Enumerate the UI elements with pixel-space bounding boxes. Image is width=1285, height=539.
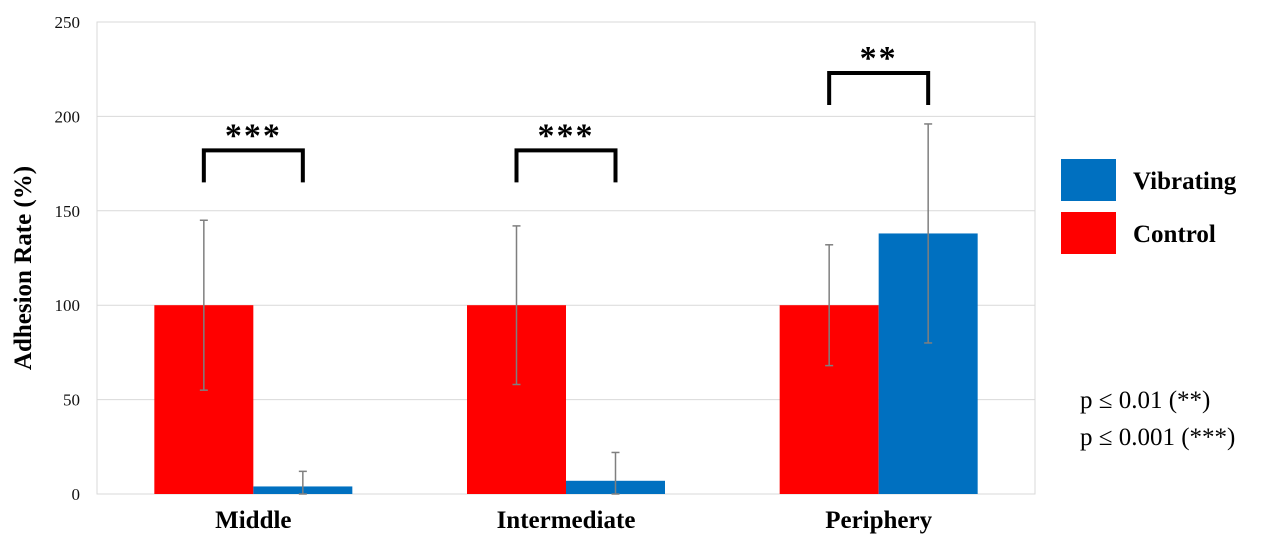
y-tick-label: 50 [63,391,80,410]
significance-bracket [827,70,931,105]
y-axis-title: Adhesion Rate (%) [10,166,37,370]
significance-notes: p ≤ 0.01 (**) p ≤ 0.001 (***) [1080,387,1235,451]
x-tick-label: Periphery [825,507,932,534]
significance-label: ** [860,40,898,77]
plot-area: 0 50 100 150 200 250 Adhesion Rate (%) Middle In… [10,13,1036,534]
y-tick-label: 200 [55,107,81,126]
x-tick-label: Middle [215,507,291,534]
significance-label: *** [225,117,282,154]
legend-label-control: Control [1133,221,1216,248]
p-value-note: p ≤ 0.01 (**) [1080,387,1210,414]
legend-swatch-vibrating [1061,159,1116,201]
legend: Vibrating Control [1061,159,1237,254]
significance-label: *** [538,117,595,154]
y-tick-label: 100 [55,296,81,315]
significance-bracket [201,148,305,183]
y-tick-label: 250 [55,13,81,32]
p-value-note: p ≤ 0.001 (***) [1080,424,1235,451]
y-tick-label: 0 [72,485,81,504]
y-tick-label: 150 [55,202,81,221]
legend-label-vibrating: Vibrating [1133,168,1237,195]
significance-bracket [514,148,618,183]
x-tick-label: Intermediate [497,507,636,534]
legend-swatch-control [1061,212,1116,254]
